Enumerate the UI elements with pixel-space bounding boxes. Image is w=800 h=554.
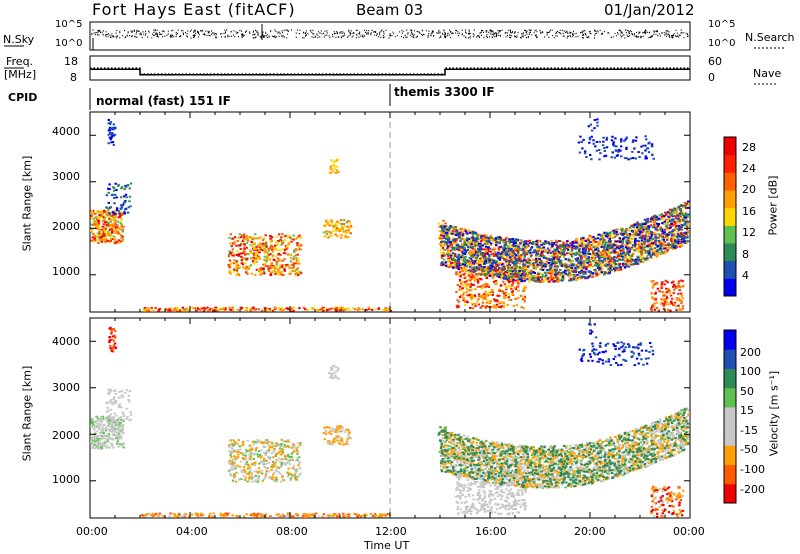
xtick-1200: 12:00 xyxy=(375,525,407,538)
nave-tick-low: 0 xyxy=(708,71,715,84)
power-colorbar-segment-8 xyxy=(724,137,736,156)
power-cbar-tick-28: 28 xyxy=(742,141,756,154)
velocity-echo-layer-0 xyxy=(90,407,690,489)
velocity-echo-layer-5 xyxy=(437,408,690,489)
power-colorbar-frame xyxy=(723,136,737,297)
velocity-ytick-3000: 3000 xyxy=(52,381,80,394)
xtick-0400: 04:00 xyxy=(176,525,208,538)
nsky-tick-low: 10^0 xyxy=(55,38,83,49)
power-ytick-1000: 1000 xyxy=(52,265,80,278)
power-colorbar-segment-3 xyxy=(724,225,736,244)
xtick-2000: 20:00 xyxy=(574,525,606,538)
frequency-series xyxy=(90,68,690,76)
velocity-ylabel: Slant Range [km] xyxy=(20,365,34,462)
velocity-colorbar-segment-4 xyxy=(724,406,736,427)
power-colorbar-segment-1 xyxy=(724,260,736,279)
nsearch-tick-low: 10^0 xyxy=(708,38,736,49)
power-colorbar-segment-5 xyxy=(724,190,736,209)
power-colorbar-segment-4 xyxy=(724,207,736,226)
nave-tick-high: 60 xyxy=(708,55,722,68)
velocity-cbar-tick-100: 100 xyxy=(740,365,761,378)
power-ytick-3000: 3000 xyxy=(52,170,80,183)
velocity-cbar-tick-neg15: -15 xyxy=(740,424,758,437)
velocity-ytick-1000: 1000 xyxy=(52,473,80,486)
power-colorbar-segment-0 xyxy=(724,278,736,297)
velocity-cbar-tick-neg50: -50 xyxy=(740,443,758,456)
nsky-series xyxy=(91,29,691,39)
freq-label: Freq. xyxy=(6,55,34,68)
velocity-colorbar-segment-8 xyxy=(724,330,736,350)
power-colorbar-label: Power [dB] xyxy=(766,175,780,236)
velocity-ytick-4000: 4000 xyxy=(52,335,80,348)
freq-tick-low: 8 xyxy=(70,71,77,84)
nsearch-tick-high: 10^5 xyxy=(708,19,736,30)
velocity-colorbar-frame xyxy=(723,329,737,504)
power-ytick-2000: 2000 xyxy=(52,220,80,233)
nsearch-label: N.Search xyxy=(745,31,795,44)
velocity-colorbar-segment-2 xyxy=(724,445,736,466)
nsky-panel-frame xyxy=(89,21,691,51)
xtick-1600: 16:00 xyxy=(475,525,507,538)
velocity-colorbar-segment-7 xyxy=(724,349,736,369)
velocity-colorbar-label: Velocity [m s⁻¹] xyxy=(767,370,781,457)
velocity-cbar-tick-50: 50 xyxy=(740,385,754,398)
station-title: Fort Hays East (fitACF) xyxy=(92,0,296,19)
power-cbar-tick-24: 24 xyxy=(742,162,756,175)
power-colorbar-segment-7 xyxy=(724,154,736,173)
date-title: 01/Jan/2012 xyxy=(604,1,695,19)
velocity-colorbar-segment-3 xyxy=(724,426,736,446)
velocity-cbar-tick-neg100: -100 xyxy=(740,463,765,476)
power-cbar-tick-4: 4 xyxy=(742,269,749,282)
velocity-ytick-2000: 2000 xyxy=(52,429,80,442)
power-cbar-tick-16: 16 xyxy=(742,205,756,218)
power-ytick-4000: 4000 xyxy=(52,125,80,138)
power-ylabel: Slant Range [km] xyxy=(20,155,34,252)
velocity-cbar-tick-neg200: -200 xyxy=(740,483,765,496)
freq-tick-high: 18 xyxy=(64,55,78,68)
cpid-label: CPID xyxy=(8,91,38,104)
cpid-mode-normal: normal (fast) 151 IF xyxy=(96,94,231,108)
power-cbar-tick-8: 8 xyxy=(742,248,749,261)
power-cbar-tick-12: 12 xyxy=(742,226,756,239)
nsky-label: N.Sky xyxy=(3,33,35,46)
xtick-2400: 00:00 xyxy=(673,525,705,538)
time-xlabel: Time UT xyxy=(364,539,410,552)
velocity-echo-layer-6 xyxy=(578,323,655,367)
cpid-mode-themis: themis 3300 IF xyxy=(394,85,495,99)
xtick-0000: 00:00 xyxy=(76,525,108,538)
nsky-tick-high: 10^5 xyxy=(55,19,83,30)
velocity-colorbar-segment-5 xyxy=(724,387,736,408)
nave-label: Nave xyxy=(753,67,782,80)
power-colorbar-segment-6 xyxy=(724,172,736,191)
beam-title: Beam 03 xyxy=(356,1,424,19)
velocity-cbar-tick-15: 15 xyxy=(740,404,754,417)
velocity-colorbar-segment-1 xyxy=(724,464,736,485)
power-echo-layer-4 xyxy=(90,158,690,312)
freq-unit-label: [MHz] xyxy=(4,68,37,81)
xtick-0800: 08:00 xyxy=(276,525,308,538)
power-colorbar-segment-2 xyxy=(724,243,736,262)
power-cbar-tick-20: 20 xyxy=(742,183,756,196)
velocity-cbar-tick-200: 200 xyxy=(740,346,761,359)
velocity-colorbar-segment-6 xyxy=(724,368,736,389)
velocity-colorbar-segment-0 xyxy=(724,483,736,504)
